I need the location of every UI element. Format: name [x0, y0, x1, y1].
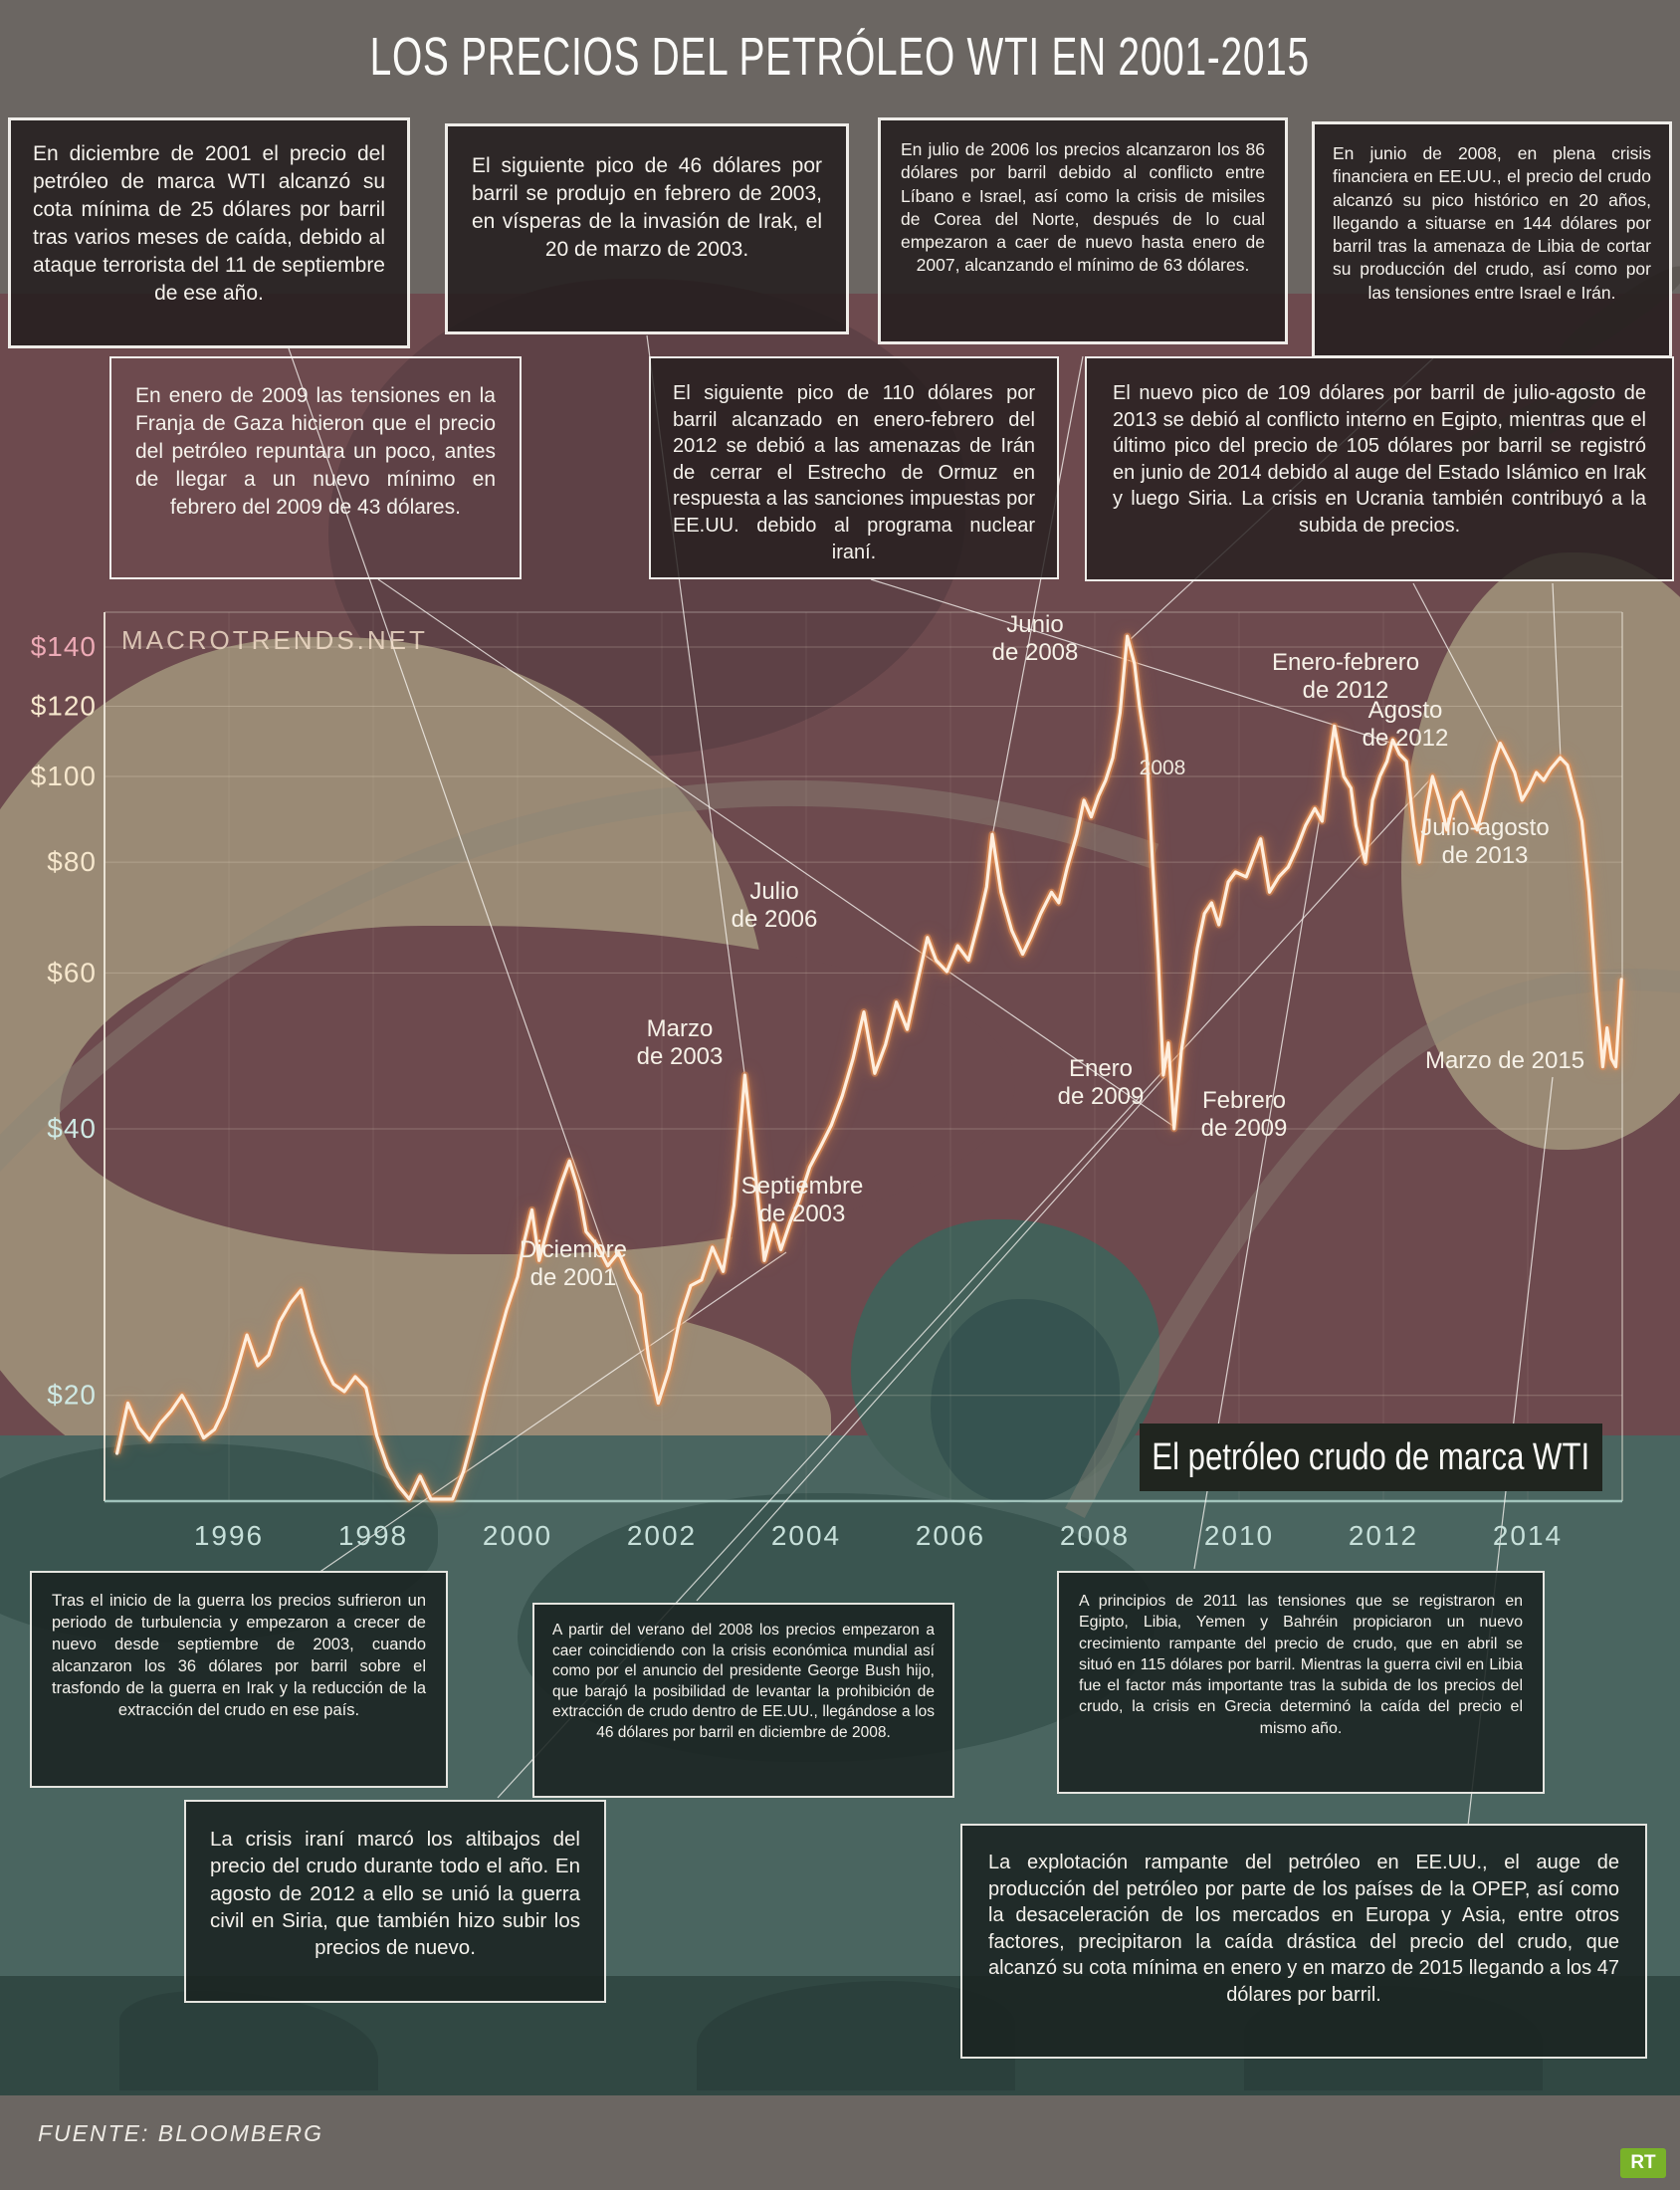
- annotation-box-crisis-irani: La crisis iraní marcó los altibajos del …: [184, 1800, 606, 2003]
- x-axis-label: 2000: [483, 1520, 552, 1551]
- y-axis-label: $80: [47, 846, 97, 877]
- annotation-box-2013-2014: El nuevo pico de 109 dólares por barril …: [1085, 356, 1674, 581]
- leader-line: [1552, 582, 1562, 760]
- leader-line: [288, 347, 659, 1403]
- chart-date-label: Enero de 2009: [1057, 1055, 1145, 1111]
- x-axis-label: 1998: [338, 1520, 408, 1551]
- chart-date-label: Junio de 2008: [991, 611, 1079, 667]
- annotation-box-2012-ormuz: El siguiente pico de 110 dólares por bar…: [649, 356, 1059, 579]
- chart-date-label: Julio de 2006: [731, 878, 818, 934]
- decor-arc-2: [1065, 969, 1680, 1519]
- x-axis-label: 2012: [1349, 1520, 1418, 1551]
- annotation-box-jul-2006: En julio de 2006 los precios alcanzaron …: [878, 117, 1288, 344]
- x-axis-label: 2008: [1060, 1520, 1130, 1551]
- chart-date-label: Marzo de 2003: [636, 1015, 724, 1071]
- y-axis-label: $40: [47, 1113, 97, 1144]
- y-axis-label: $140: [31, 631, 97, 662]
- x-axis-label: 1996: [194, 1520, 264, 1551]
- y-axis-label: $20: [47, 1380, 97, 1411]
- annotation-box-ene-2009: En enero de 2009 las tensiones en la Fra…: [109, 356, 522, 579]
- leader-line: [377, 578, 1175, 1128]
- chart-date-label: Enero-febrero de 2012: [1271, 649, 1420, 705]
- x-axis-label: 2006: [916, 1520, 985, 1551]
- x-axis-label: 2014: [1493, 1520, 1563, 1551]
- annotation-box-2011: A principios de 2011 las tensiones que s…: [1057, 1571, 1545, 1794]
- chart-date-label: Julio-agosto de 2013: [1420, 814, 1550, 870]
- chart-date-label: Diciembre de 2001: [519, 1236, 628, 1292]
- page-title: LOS PRECIOS DEL PETRÓLEO WTI EN 2001-201…: [369, 27, 1311, 87]
- chart-date-label: Febrero de 2009: [1200, 1087, 1288, 1143]
- leader-line: [991, 355, 1084, 837]
- watermark: MACROTRENDS.NET: [121, 625, 428, 655]
- series-label-bar: El petróleo crudo de marca WTI: [1140, 1424, 1602, 1491]
- y-axis-label: $60: [47, 957, 97, 987]
- annotation-box-verano-2008: A partir del verano del 2008 los precios…: [532, 1603, 954, 1798]
- x-axis-label: 2002: [627, 1520, 697, 1551]
- y-axis-label: $100: [31, 761, 97, 791]
- leader-line: [317, 1251, 787, 1574]
- series-label: El petróleo crudo de marca WTI: [1152, 1435, 1590, 1478]
- chart-date-label: Marzo de 2015: [1424, 1047, 1585, 1074]
- annotation-box-dic-2001: En diciembre de 2001 el precio del petró…: [8, 117, 410, 348]
- chart-date-label: Agosto de 2012: [1362, 697, 1449, 753]
- leader-line: [696, 1076, 1165, 1602]
- chart-date-label: Septiembre de 2003: [740, 1173, 864, 1228]
- annotation-box-guerra-irak: Tras el inicio de la guerra los precios …: [30, 1571, 448, 1788]
- chart-date-label: 2008: [1139, 757, 1186, 779]
- annotation-box-feb-2003: El siguiente pico de 46 dólares por barr…: [445, 123, 849, 334]
- annotation-box-jun-2008: En junio de 2008, en plena crisis financ…: [1312, 121, 1672, 358]
- x-axis-label: 2010: [1204, 1520, 1274, 1551]
- annotation-box-2015: La explotación rampante del petróleo en …: [960, 1824, 1647, 2059]
- decor-arc-1: [0, 779, 1159, 1173]
- leader-line: [1412, 582, 1500, 746]
- price-line: [114, 634, 1623, 1501]
- y-axis-label: $120: [31, 691, 97, 722]
- x-axis-label: 2004: [771, 1520, 841, 1551]
- source-credit: FUENTE: BLOOMBERG: [38, 2120, 324, 2146]
- rt-logo: RT: [1620, 2148, 1666, 2178]
